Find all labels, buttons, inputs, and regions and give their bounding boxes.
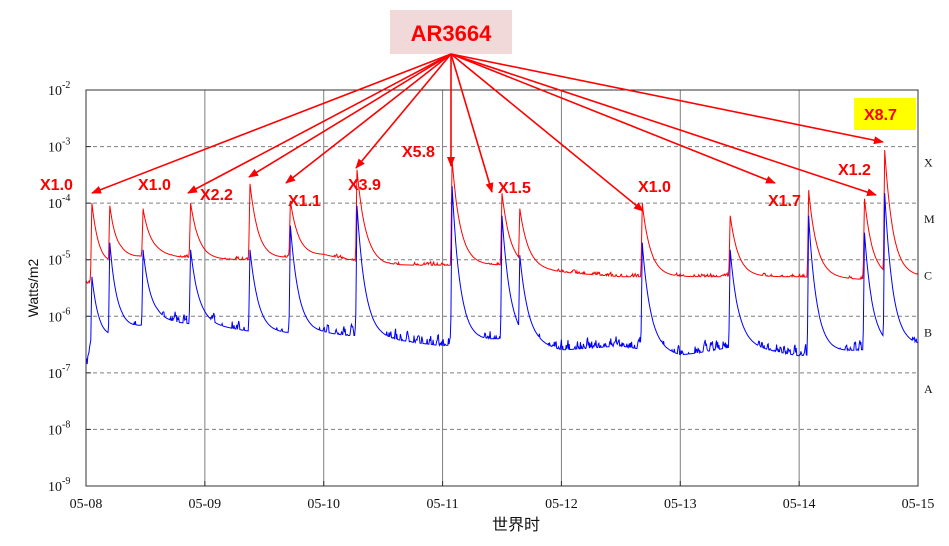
flare-label: X3.9 [348,177,381,194]
y-axis-ticks: 10-9 10-8 10-7 10-6 10-5 10-4 10-3 10-2 [48,80,91,495]
flare-label: X8.7 [864,107,897,124]
region-label-box [390,10,512,54]
y-tick-label: 10-9 [48,476,70,495]
flare-arrow [450,53,776,184]
long-channel-series [86,149,918,284]
flare-label-highlight [854,98,916,130]
x-tick-label: 05-13 [664,497,697,512]
flare-label: X1.2 [838,162,871,179]
class-label-m: M [924,212,935,226]
flare-arrow [450,53,884,145]
y-tick-label: 10-2 [48,80,70,99]
flare-arrow [450,53,877,196]
x-axis-label: 世界时 [492,516,540,534]
class-label-x: X [924,156,933,170]
plot-frame [85,89,919,487]
flare-label: X5.8 [402,144,435,161]
y-axis-label: Watts/m2 [25,258,41,317]
flare-label: X1.1 [288,193,321,210]
class-label-a: A [924,382,933,396]
flare-annotations: X1.0 X1.0 X2.2 X1.1 X3.9 X5.8 X1.5 X1.0 X1.7 X1.2… [40,53,916,212]
flare-arrow [450,53,644,212]
flare-label: X1.7 [768,193,801,210]
x-tick-label: 05-15 [902,497,935,512]
x-tick-label: 05-10 [307,497,340,512]
flare-arrow [450,53,494,193]
y-tick-label: 10-8 [48,419,70,438]
x-tick-label: 05-09 [189,497,222,512]
flare-arrow [248,53,452,178]
class-label-c: C [924,269,932,283]
grid-lines [86,90,918,486]
x-tick-label: 05-11 [426,497,458,512]
flare-label: X1.5 [498,180,531,197]
y-tick-label: 10-4 [48,193,70,212]
x-tick-label: 05-12 [545,497,578,512]
y-tick-label: 10-3 [48,137,70,156]
flare-label: X2.2 [200,187,233,204]
flare-arrow [355,53,452,169]
class-label-b: B [924,325,932,339]
y-tick-label: 10-6 [48,306,70,325]
flare-label: X1.0 [138,177,171,194]
y-tick-label: 10-7 [48,363,70,382]
short-channel-series [86,186,918,365]
flare-class-labels: A B C M X [924,156,935,396]
x-tick-label: 05-08 [70,497,103,512]
flare-label: X1.0 [638,179,671,196]
flare-label: X1.0 [40,177,73,194]
x-tick-label: 05-14 [783,497,816,512]
y-tick-label: 10-5 [48,250,70,269]
region-label: AR3664 [411,21,492,46]
flare-arrow [285,53,452,184]
series-layer [86,149,918,365]
flare-arrow [187,53,452,194]
flare-arrow [91,53,452,194]
x-axis-ticks: 05-08 05-09 05-10 05-11 05-12 05-13 05-14 05-15 [70,481,935,512]
